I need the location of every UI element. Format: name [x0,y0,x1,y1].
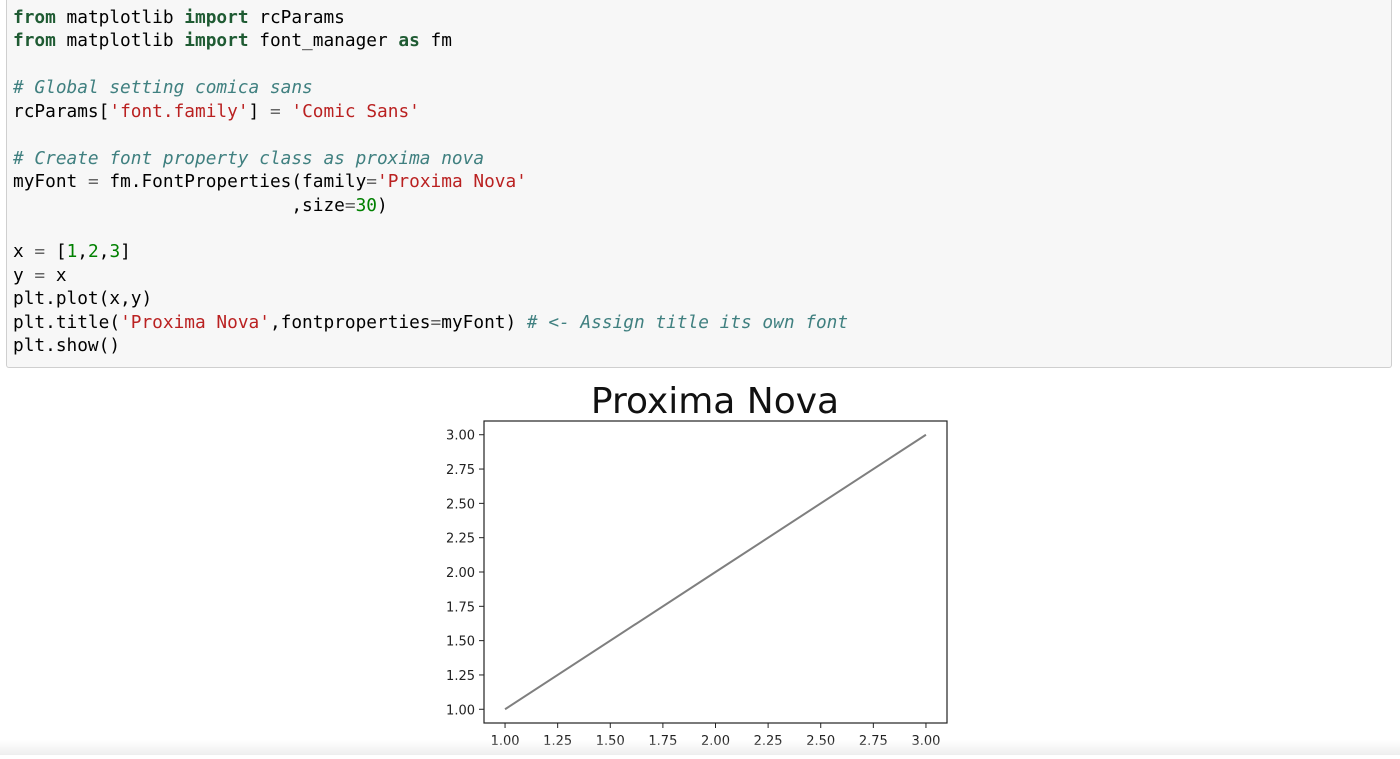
plot-frame [483,420,948,724]
code-token: y [13,264,35,286]
code-token: import [184,30,249,52]
code-line[interactable] [13,123,848,146]
code-line[interactable]: # Create font property class as proxima … [13,147,848,170]
code-line[interactable]: from matplotlib import rcParams [13,6,848,29]
code-token: import [184,7,249,28]
code-token: 30 [355,194,378,216]
code-cell[interactable]: from matplotlib import rcParams from matp… [6,0,1392,368]
code-line[interactable]: # Global setting comica sans [13,76,848,99]
y-tick-label: 1.00 [446,703,475,718]
code-line[interactable]: plt.title('Proxima Nova',fontproperties=… [13,311,848,334]
y-tick-label: 1.50 [446,635,475,650]
code-token: ] [120,241,131,263]
code-token: ,size [13,194,345,216]
code-token: myFont [13,171,88,193]
code-token: rcParams[ [13,100,110,122]
code-token [281,101,292,122]
code-token: ,fontproperties [269,311,431,333]
code-token: matplotlib [55,7,185,28]
code-token: font_manager [248,30,399,52]
code-token: = [269,100,281,122]
code-token: = [34,264,46,286]
code-token: as [398,30,420,52]
code-token: # <- Assign title its own font [526,311,849,333]
y-axis: 1.00 1.25 1.50 1.75 2.00 2.25 2.50 2.75 3.00 [446,429,484,718]
line-chart: Proxima Nova 1.00 1.25 1.50 1.75 2.00 2.25 2.5… [446,381,948,749]
cell-output: Proxima Nova 1.00 1.25 1.50 1.75 2.00 2.25 2.5… [0,368,1400,755]
code-token: fm [419,30,452,52]
code-token: , [98,241,110,263]
y-tick-label: 1.25 [446,669,475,684]
code-token: 'Proxima Nova' [377,171,527,193]
code-editor[interactable]: from matplotlib import rcParams from matp… [13,6,848,358]
chart-title: Proxima Nova [591,381,839,422]
code-line[interactable]: x = [1,2,3] [13,240,848,263]
code-token: = [34,241,46,263]
code-token: ] [248,100,270,122]
code-line[interactable] [13,217,848,240]
code-token: [ [45,241,67,263]
code-token: # Global setting comica sans [13,77,313,99]
code-token: 'font.family' [109,100,249,122]
code-line[interactable]: y = x [13,264,848,287]
code-token: x [45,264,67,286]
code-token: 'Proxima Nova' [120,311,270,333]
y-tick-label: 3.00 [446,429,475,444]
code-token: plt.show() [13,335,121,357]
code-token: 1 [66,241,78,263]
code-token: rcParams [248,7,345,28]
code-token: 2 [88,241,99,263]
y-tick-label: 2.50 [446,497,475,512]
code-token: # Create font property class as proxima … [13,147,485,169]
y-tick-label: 2.75 [446,463,475,478]
code-token: from [13,30,56,52]
code-line[interactable]: ,size=30) [13,194,848,217]
code-token: myFont) [441,311,527,333]
code-token: plt.title( [13,311,121,333]
code-token: ) [377,194,388,216]
code-line[interactable]: myFont = fm.FontProperties(family='Proxi… [13,170,848,193]
code-token: 'Comic Sans' [291,100,420,122]
code-line[interactable]: plt.show() [13,334,848,357]
bottom-edge [0,740,1400,755]
y-tick-label: 2.00 [446,566,475,581]
code-line[interactable]: plt.plot(x,y) [13,287,848,310]
code-token: fm.FontProperties(family [98,171,367,193]
plot-lines [504,433,927,711]
code-token: 3 [109,241,121,263]
code-token: = [344,194,356,216]
code-token: = [87,171,99,193]
series-line [504,433,927,711]
code-token: matplotlib [55,30,185,52]
code-token: = [366,171,378,193]
code-token: x [13,241,35,263]
y-tick-label: 2.25 [446,532,475,547]
code-line[interactable] [13,53,848,76]
y-tick-label: 1.75 [446,600,475,615]
code-token: from [13,7,56,28]
code-token: , [77,241,88,263]
code-line[interactable]: from matplotlib import font_manager as f… [13,29,848,52]
code-line[interactable]: rcParams['font.family'] = 'Comic Sans' [13,100,848,123]
code-token: plt.plot(x,y) [13,288,153,310]
code-token: = [430,311,442,333]
